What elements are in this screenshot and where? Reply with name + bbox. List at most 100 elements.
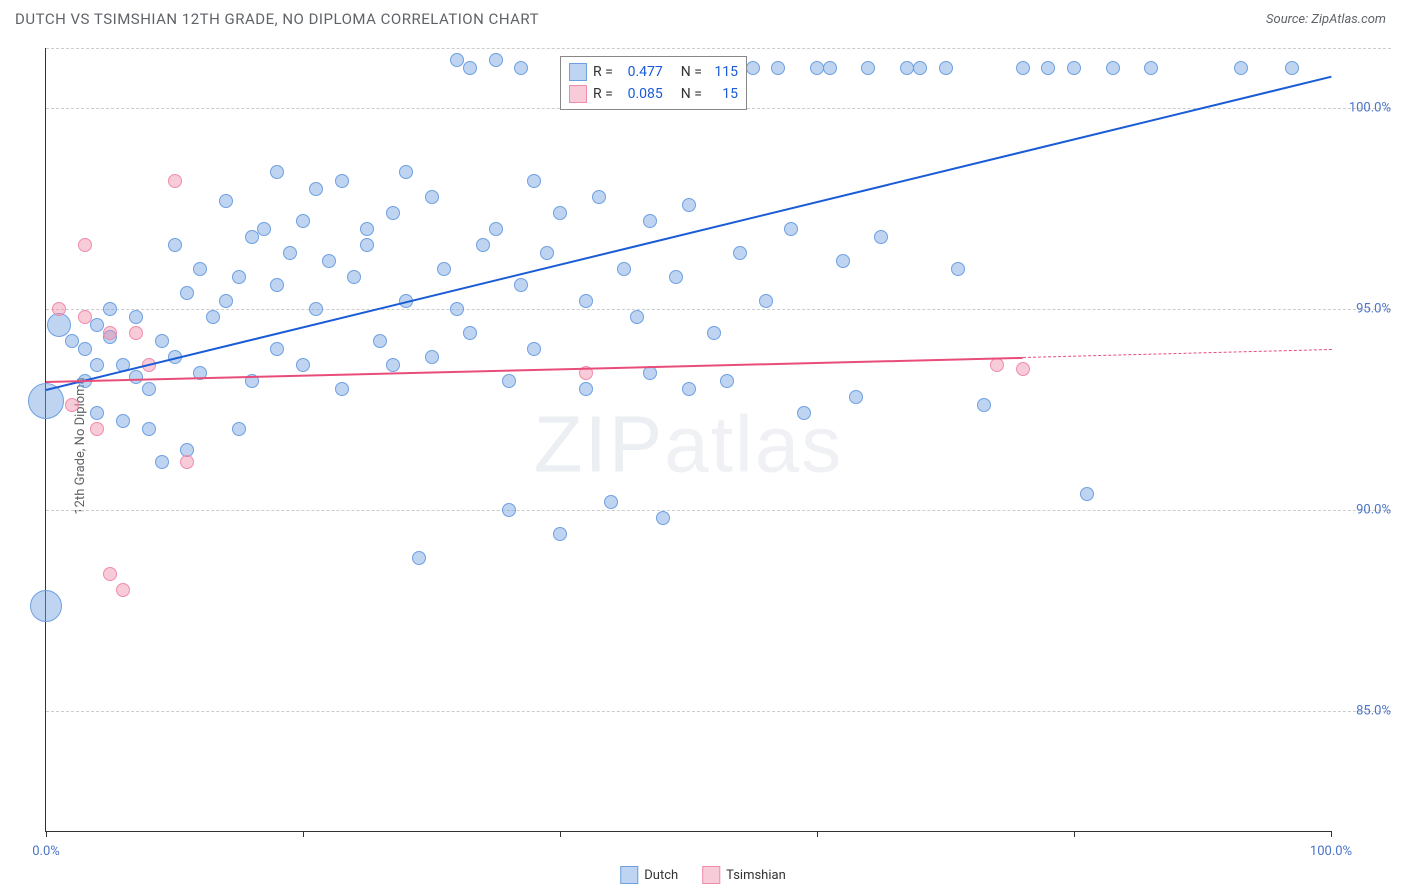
data-point [347, 270, 361, 284]
data-point [399, 165, 413, 179]
data-point [951, 262, 965, 276]
stats-r-value: 0.085 [619, 83, 663, 105]
data-point [990, 358, 1004, 372]
gridline [46, 711, 1391, 712]
data-point [553, 206, 567, 220]
data-point [412, 551, 426, 565]
gridline [46, 309, 1391, 310]
data-point [168, 174, 182, 188]
data-point [643, 366, 657, 380]
data-point [386, 206, 400, 220]
data-point [1144, 61, 1158, 75]
data-point [103, 567, 117, 581]
y-tick-label: 90.0% [1336, 502, 1391, 517]
stats-r-label: R = [593, 83, 613, 105]
data-point [129, 326, 143, 340]
data-point [65, 334, 79, 348]
data-point [1106, 61, 1120, 75]
watermark-left: ZIP [534, 399, 664, 488]
data-point [322, 254, 336, 268]
data-point [463, 61, 477, 75]
data-point [592, 190, 606, 204]
data-point [206, 310, 220, 324]
data-point [1080, 487, 1094, 501]
data-point [579, 382, 593, 396]
data-point [540, 246, 554, 260]
stats-box: R =0.477N =115R =0.085N =15 [560, 56, 747, 110]
data-point [849, 390, 863, 404]
data-point [836, 254, 850, 268]
data-point [245, 230, 259, 244]
data-point [103, 326, 117, 340]
data-point [450, 302, 464, 316]
data-point [270, 342, 284, 356]
data-point [116, 583, 130, 597]
data-point [656, 511, 670, 525]
regression-line-dashed [1023, 349, 1331, 358]
x-tick [1074, 831, 1075, 837]
data-point [771, 61, 785, 75]
data-point [30, 590, 62, 622]
data-point [733, 246, 747, 260]
data-point [1067, 61, 1081, 75]
stats-n-value: 115 [708, 61, 738, 83]
data-point [553, 527, 567, 541]
stats-r-label: R = [593, 61, 613, 83]
data-point [142, 422, 156, 436]
bottom-legend: Dutch Tsimshian [620, 866, 786, 884]
data-point [489, 222, 503, 236]
data-point [527, 174, 541, 188]
data-point [52, 302, 66, 316]
data-point [103, 302, 117, 316]
data-point [797, 406, 811, 420]
data-point [643, 214, 657, 228]
data-point [476, 238, 490, 252]
data-point [450, 53, 464, 67]
data-point [514, 278, 528, 292]
data-point [168, 238, 182, 252]
data-point [257, 222, 271, 236]
data-point [425, 350, 439, 364]
gridline [46, 48, 1391, 49]
data-point [219, 194, 233, 208]
data-point [784, 222, 798, 236]
data-point [823, 61, 837, 75]
regression-line [46, 357, 1023, 383]
y-tick-label: 100.0% [1336, 101, 1391, 116]
data-point [527, 342, 541, 356]
stats-swatch [569, 85, 587, 103]
data-point [489, 53, 503, 67]
data-point [270, 165, 284, 179]
data-point [309, 302, 323, 316]
data-point [335, 174, 349, 188]
data-point [425, 190, 439, 204]
data-point [193, 262, 207, 276]
stats-swatch [569, 63, 587, 81]
data-point [913, 61, 927, 75]
data-point [360, 238, 374, 252]
data-point [977, 398, 991, 412]
data-point [155, 455, 169, 469]
data-point [874, 230, 888, 244]
data-point [720, 374, 734, 388]
data-point [669, 270, 683, 284]
x-tick [817, 831, 818, 837]
header: DUTCH VS TSIMSHIAN 12TH GRADE, NO DIPLOM… [0, 0, 1406, 33]
chart-plot-area: ZIPatlas 85.0%90.0%95.0%100.0%0.0%100.0%… [45, 48, 1331, 832]
x-tick [1331, 831, 1332, 837]
data-point [90, 406, 104, 420]
data-point [232, 422, 246, 436]
data-point [514, 61, 528, 75]
legend-label-dutch: Dutch [644, 868, 678, 883]
regression-line [46, 76, 1331, 391]
data-point [335, 382, 349, 396]
legend-swatch-dutch [620, 866, 638, 884]
x-tick [560, 831, 561, 837]
data-point [617, 262, 631, 276]
stats-row: R =0.085N =15 [569, 83, 738, 105]
x-tick [303, 831, 304, 837]
legend-item-tsimshian: Tsimshian [702, 866, 786, 884]
x-tick-label: 100.0% [1310, 844, 1352, 859]
data-point [1016, 61, 1030, 75]
data-point [707, 326, 721, 340]
